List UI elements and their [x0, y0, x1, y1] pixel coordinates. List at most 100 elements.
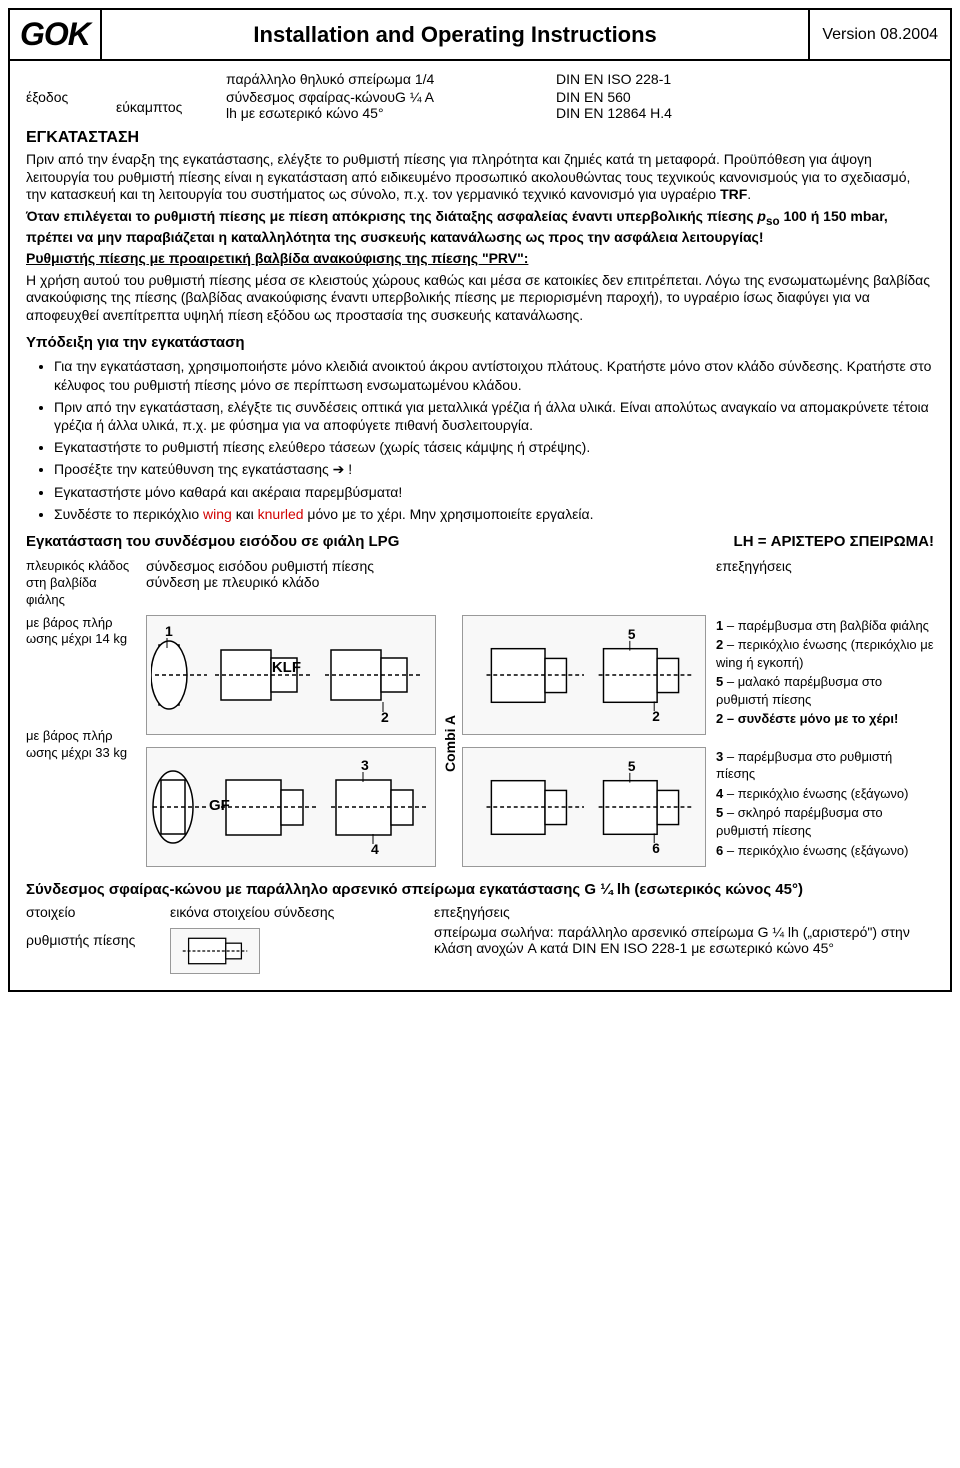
leg-2: 5 – μαλακό παρέμβυσμα στο ρυθμιστή πίεση… — [716, 673, 934, 708]
prv-heading: Ρυθμιστής πίεσης με προαιρετική βαλβίδα … — [26, 250, 528, 266]
doc-title: Installation and Operating Instructions — [253, 22, 656, 48]
svg-text:5: 5 — [628, 626, 636, 641]
spec-r2c4b: DIN EN 12864 H.4 — [556, 105, 934, 121]
prv-line: Ρυθμιστής πίεσης με προαιρετική βαλβίδα … — [26, 250, 934, 268]
para2a: Όταν επιλέγεται το ρυθμιστή πίεσης με πί… — [26, 208, 757, 224]
klf-svg: 1 KLF 2 — [151, 620, 431, 730]
leg2t: – μαλακό παρέμβυσμα στο ρυθμιστή πίεσης — [716, 674, 882, 707]
leg-7: 6 – περικόχλιο ένωσης (εξάγωνο) — [716, 842, 934, 860]
bullet-5: Εγκαταστήστε μόνο καθαρά και ακέραια παρ… — [54, 483, 934, 501]
center-diagrams: 1 KLF 2 — [146, 615, 436, 867]
spec-r2c3b: lh με εσωτερικό κώνο 45° — [226, 105, 556, 121]
combi-top: 5 2 — [462, 615, 706, 735]
g3r1c3: σπείρωμα σωλήνα: παράλληλο αρσενικό σπεί… — [434, 924, 934, 974]
para2-so: so — [766, 214, 780, 227]
leg-1: 2 – περικόχλιο ένωσης (περικόχλιο με win… — [716, 636, 934, 671]
spec-r1c3: παράλληλο θηλυκό σπείρωμα 1/4 — [226, 71, 556, 87]
leg1t: – περικόχλιο ένωσης (περικόχλιο με wing … — [716, 637, 934, 670]
gf-svg: 3 GF 4 — [151, 752, 431, 862]
install-heading: ΕΓΚΑΤΑΣΤΑΣΗ — [26, 129, 934, 147]
spec-r2c3: σύνδεσμος σφαίρας-κώνουG ¼ A lh με εσωτε… — [226, 89, 556, 121]
b6a: Συνδέστε το περικόχλιο — [54, 506, 203, 522]
logo-text: GOK — [20, 16, 90, 53]
bullet-1: Για την εγκατάσταση, χρησιμοποιήστε μόνο… — [54, 357, 934, 393]
leg4t: – παρέμβυσμα στο ρυθμιστή πίεσης — [716, 749, 892, 782]
bullet-4: Προσέξτε την κατεύθυνση της εγκατάστασης… — [54, 460, 934, 478]
leg7t: – περικόχλιο ένωσης (εξάγωνο) — [723, 843, 908, 858]
spec-r2c4: DIN EN 560 DIN EN 12864 H.4 — [556, 89, 934, 121]
g3h1: στοιχείο — [26, 904, 156, 920]
version-text: Version 08.2004 — [822, 26, 938, 44]
spec-r1c4: DIN EN ISO 228-1 — [556, 71, 934, 87]
lpg-row: Εγκατάσταση του συνδέσμου εισόδου σε φιά… — [26, 533, 934, 550]
leg-4: 3 – παρέμβυσμα στο ρυθμιστή πίεσης — [716, 748, 934, 783]
g4h4: επεξηγήσεις — [716, 558, 934, 609]
leg-0: 1 – παρέμβυσμα στη βαλβίδα φιάλης — [716, 617, 934, 635]
b6-wing: wing — [203, 506, 232, 522]
leg3t: – συνδέστε μόνο με το χέρι! — [723, 711, 898, 726]
g3r1c1: ρυθμιστής πίεσης — [26, 932, 156, 974]
section2-heading: Σύνδεσμος σφαίρας-κώνου με παράλληλο αρσ… — [26, 881, 934, 898]
para2-p: p — [757, 208, 766, 224]
leg6t: – σκληρό παρέμβυσμα στο ρυθμιστή πίεσης — [716, 805, 883, 838]
spec-r2c2: εύκαμπτος — [116, 89, 226, 121]
g4h1: πλευρικός κλάδος στη βαλβίδα φιάλης — [26, 558, 136, 609]
svg-text:2: 2 — [652, 708, 660, 723]
spec-r2c3a: σύνδεσμος σφαίρας-κώνουG ¼ A — [226, 89, 556, 105]
version-cell: Version 08.2004 — [810, 10, 950, 59]
side-14kg: με βάρος πλήρ ωσης μέχρι 14 kg — [26, 615, 136, 649]
num-1: 1 — [165, 623, 173, 639]
lpg-right: LH = ΑΡΙΣΤΕΡΟ ΣΠΕΙΡΩΜΑ! — [734, 533, 934, 550]
spec-r2c4a: DIN EN 560 — [556, 89, 934, 105]
g3r1c2 — [170, 928, 420, 974]
klf-diagram: 1 KLF 2 — [146, 615, 436, 735]
klf-label: KLF — [272, 659, 301, 676]
diagram-grid: πλευρικός κλάδος στη βαλβίδα φιάλης σύνδ… — [26, 558, 934, 867]
combi-bottom: 5 6 — [462, 747, 706, 867]
legend: 1 – παρέμβυσμα στη βαλβίδα φιάλης 2 – πε… — [716, 615, 934, 867]
gf-label: GF — [209, 797, 230, 814]
g3h2: εικόνα στοιχείου σύνδεσης — [170, 904, 420, 920]
b6-knurled: knurled — [258, 506, 304, 522]
side-col: με βάρος πλήρ ωσης μέχρι 14 kg με βάρος … — [26, 615, 136, 867]
bullet-6: Συνδέστε το περικόχλιο wing και knurled … — [54, 505, 934, 523]
b6mid: και — [232, 506, 258, 522]
title-cell: Installation and Operating Instructions — [102, 10, 810, 59]
gf-diagram: 3 GF 4 — [146, 747, 436, 867]
bullet-2: Πριν από την εγκατάσταση, ελέγξτε τις συ… — [54, 398, 934, 434]
g4h2: σύνδεσμος εισόδου ρυθμιστή πίεσης σύνδεσ… — [146, 558, 436, 609]
svg-text:6: 6 — [652, 840, 660, 855]
side-33kg: με βάρος πλήρ ωσης μέχρι 33 kg — [26, 728, 136, 762]
grid3: στοιχείο εικόνα στοιχείου σύνδεσης επεξη… — [26, 904, 934, 974]
small-diagram — [170, 928, 260, 974]
num-2a: 2 — [381, 709, 389, 725]
b6b: μόνο με το χέρι. Μην χρησιμοποιείτε εργα… — [304, 506, 594, 522]
spec-r2c1: έξοδος — [26, 89, 116, 121]
bullet-4-text: Προσέξτε την κατεύθυνση της εγκατάστασης… — [54, 461, 352, 477]
g4h2a: σύνδεσμος εισόδου ρυθμιστή πίεσης — [146, 558, 436, 574]
g3h3: επεξηγήσεις — [434, 904, 934, 920]
g4h3 — [446, 558, 706, 609]
header: GOK Installation and Operating Instructi… — [10, 10, 950, 61]
logo-cell: GOK — [10, 10, 102, 59]
leg-3: 2 – συνδέστε μόνο με το χέρι! — [716, 710, 934, 728]
hint-heading: Υπόδειξη για την εγκατάσταση — [26, 334, 934, 351]
page: GOK Installation and Operating Instructi… — [8, 8, 952, 992]
leg0t: – παρέμβυσμα στη βαλβίδα φιάλης — [723, 618, 929, 633]
combi-diagrams: Combi A 5 2 — [446, 615, 706, 867]
para2: Όταν επιλέγεται το ρυθμιστή πίεσης με πί… — [26, 208, 934, 247]
leg-5: 4 – περικόχλιο ένωσης (εξάγωνο) — [716, 785, 934, 803]
bullet-list: Για την εγκατάσταση, χρησιμοποιήστε μόνο… — [26, 357, 934, 523]
num-4: 4 — [371, 841, 379, 857]
bullet-3: Εγκαταστήστε το ρυθμιστή πίεσης ελεύθερο… — [54, 438, 934, 456]
top-spec-table: παράλληλο θηλυκό σπείρωμα 1/4 DIN EN ISO… — [26, 71, 934, 121]
g4h2b: σύνδεση με πλευρικό κλάδο — [146, 574, 436, 590]
content: παράλληλο θηλυκό σπείρωμα 1/4 DIN EN ISO… — [10, 61, 950, 990]
leg5t: – περικόχλιο ένωσης (εξάγωνο) — [723, 786, 908, 801]
para1: Πριν από την έναρξη της εγκατάστασης, ελ… — [26, 151, 934, 204]
lpg-left: Εγκατάσταση του συνδέσμου εισόδου σε φιά… — [26, 533, 399, 550]
para3: Η χρήση αυτού του ρυθμιστή πίεσης μέσα σ… — [26, 272, 934, 325]
para1-trf: TRF — [720, 186, 747, 202]
para1-text: Πριν από την έναρξη της εγκατάστασης, ελ… — [26, 151, 910, 202]
num-3: 3 — [361, 757, 369, 773]
